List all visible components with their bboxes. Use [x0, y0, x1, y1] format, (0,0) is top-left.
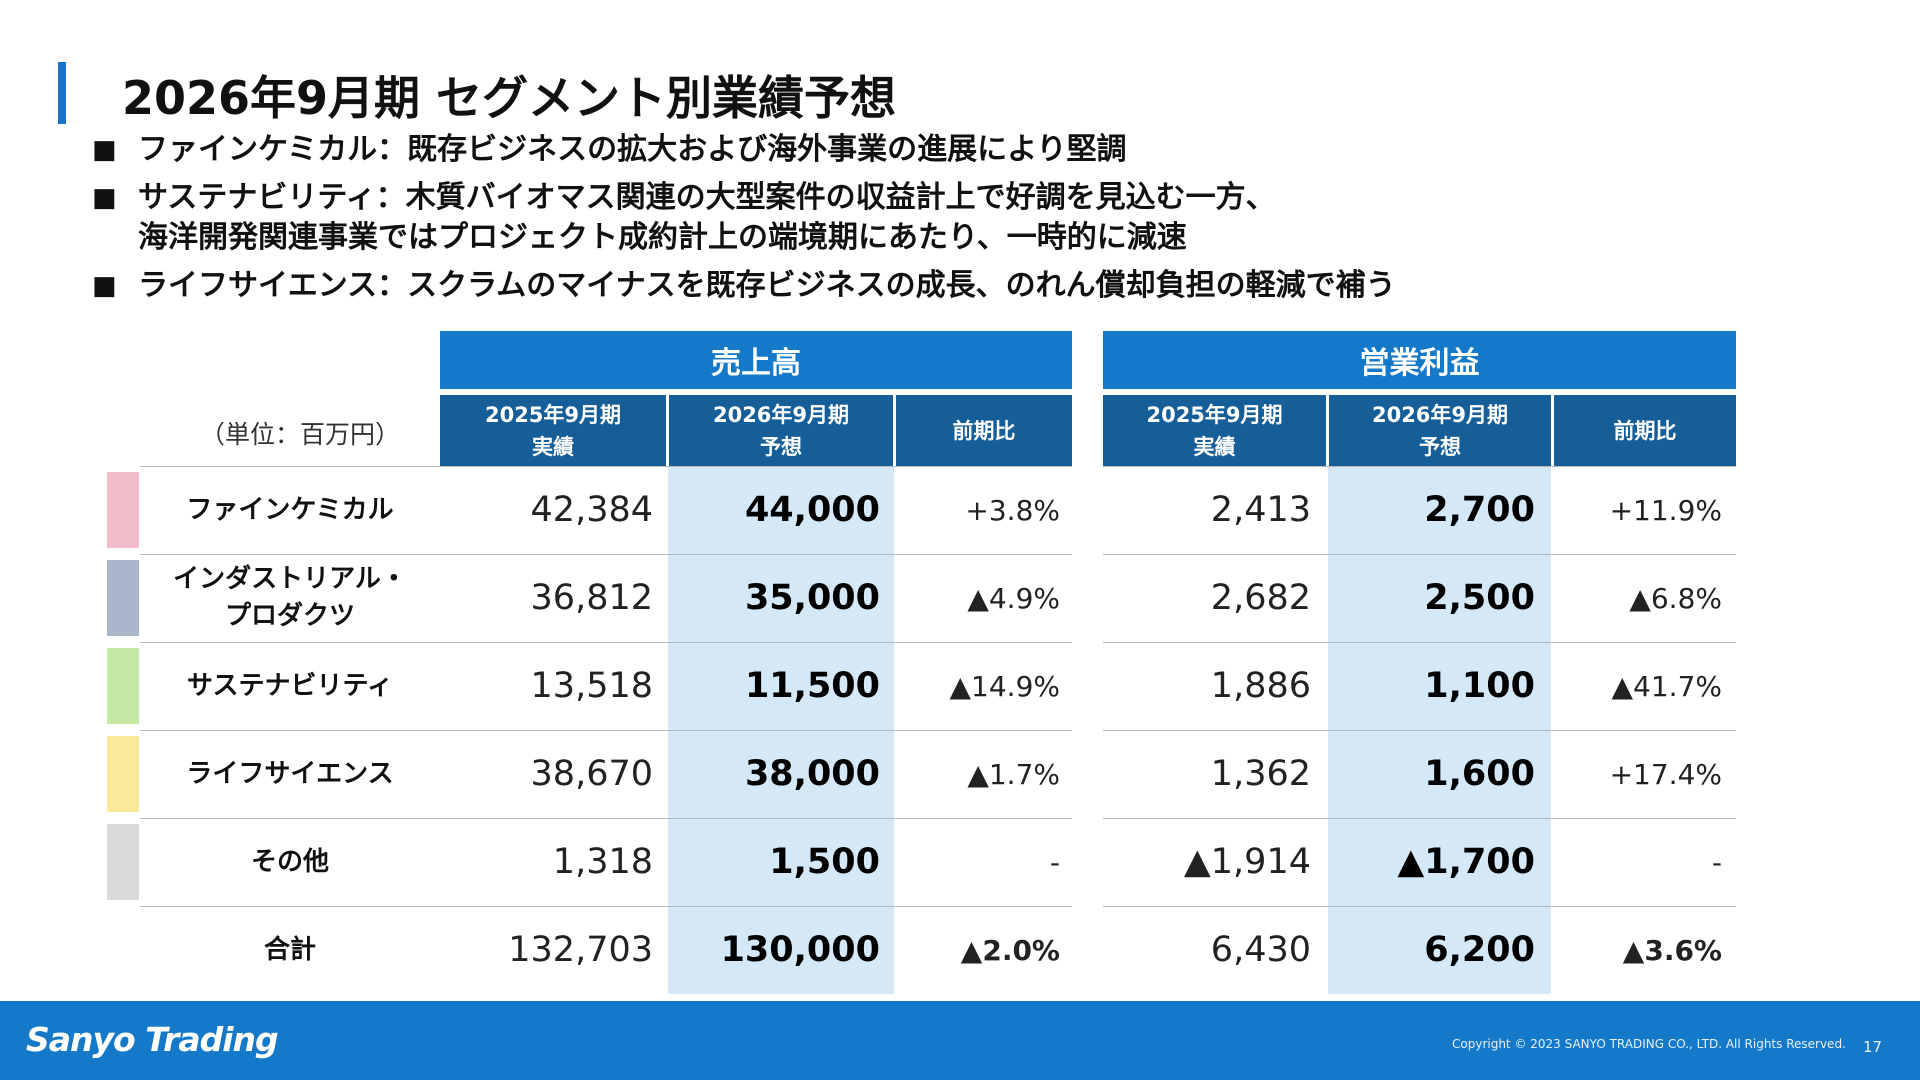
- table-rule: [1103, 730, 1736, 731]
- bullet-item: ■ ファインケミカル：既存ビジネスの拡大および海外事業の進展により堅調: [92, 130, 1872, 170]
- profit-yoy: ▲6.8%: [1629, 581, 1722, 615]
- profit-yoy: +17.4%: [1609, 757, 1722, 791]
- profit-actual: ▲1,914: [1183, 842, 1311, 882]
- bullet-item: ■ ライフサイエンス：スクラムのマイナスを既存ビジネスの成長、のれん償却負担の軽…: [92, 266, 1872, 306]
- profit-forecast: 1,600: [1424, 754, 1535, 794]
- segment-color-swatch: [107, 824, 139, 900]
- profit-actual: 1,362: [1210, 754, 1311, 794]
- subheader-sales-actual: 2025年9月期 実績: [440, 395, 666, 466]
- page-number: 17: [1863, 1038, 1883, 1056]
- segment-label: 合計: [263, 934, 316, 965]
- profit-forecast: ▲1,700: [1397, 842, 1535, 882]
- sales-forecast: 38,000: [744, 754, 880, 794]
- sales-actual: 1,318: [552, 842, 653, 882]
- sales-actual: 13,518: [530, 666, 653, 706]
- profit-yoy: ▲3.6%: [1622, 933, 1722, 967]
- bullet-item: ■ サステナビリティ：木質バイオマス関連の大型案件の収益計上で好調を見込む一方、…: [92, 178, 1872, 258]
- bullet-text: ライフサイエンス：スクラムのマイナスを既存ビジネスの成長、のれん償却負担の軽減で…: [138, 268, 1396, 303]
- table-rule: [140, 642, 1072, 643]
- bullet-text: サステナビリティ：木質バイオマス関連の大型案件の収益計上で好調を見込む一方、 海…: [138, 180, 1276, 255]
- table-rule: [1103, 466, 1736, 467]
- profit-forecast: 2,500: [1424, 578, 1535, 618]
- sales-actual: 42,384: [530, 490, 653, 530]
- profit-forecast: 2,700: [1424, 490, 1535, 530]
- sales-yoy: +3.8%: [965, 493, 1060, 527]
- profit-actual: 1,886: [1210, 666, 1311, 706]
- table-rule: [1103, 554, 1736, 555]
- profit-actual: 2,413: [1210, 490, 1311, 530]
- segment-color-swatch: [107, 736, 139, 812]
- profit-yoy: -: [1711, 845, 1722, 879]
- sales-yoy: ▲4.9%: [967, 581, 1060, 615]
- sales-forecast: 44,000: [744, 490, 880, 530]
- copyright-text: Copyright © 2023 SANYO TRADING CO., LTD.…: [1452, 1037, 1846, 1051]
- table-rule: [140, 730, 1072, 731]
- square-bullet-icon: ■: [92, 271, 117, 301]
- company-logo: Sanyo Trading: [26, 1020, 279, 1059]
- bullet-text: ファインケミカル：既存ビジネスの拡大および海外事業の進展により堅調: [138, 132, 1127, 167]
- profit-forecast: 1,100: [1424, 666, 1535, 706]
- subheader-sales-forecast: 2026年9月期 予想: [669, 395, 893, 466]
- sales-actual: 132,703: [508, 930, 653, 970]
- header-sales: 売上高: [440, 331, 1072, 389]
- segment-label: ライフサイエンス: [186, 758, 394, 789]
- sales-forecast: 1,500: [769, 842, 880, 882]
- square-bullet-icon: ■: [92, 135, 117, 165]
- profit-yoy: ▲41.7%: [1611, 669, 1722, 703]
- table-rule: [140, 554, 1072, 555]
- segment-label: インダストリアル・ プロダクツ: [173, 564, 407, 631]
- subheader-profit-forecast: 2026年9月期 予想: [1329, 395, 1551, 466]
- subheader-profit-actual: 2025年9月期 実績: [1103, 395, 1326, 466]
- profit-yoy: +11.9%: [1609, 493, 1722, 527]
- sales-yoy: -: [1049, 845, 1060, 879]
- page-title: 2026年9月期 セグメント別業績予想: [122, 71, 897, 125]
- subheader-profit-yoy: 前期比: [1554, 395, 1736, 466]
- sales-forecast: 130,000: [720, 930, 880, 970]
- sales-forecast: 11,500: [744, 666, 880, 706]
- sales-yoy: ▲1.7%: [967, 757, 1060, 791]
- segment-label: サステナビリティ: [187, 670, 393, 701]
- sales-yoy: ▲2.0%: [960, 933, 1060, 967]
- profit-actual: 2,682: [1210, 578, 1311, 618]
- unit-label: （単位：百万円）: [200, 420, 401, 449]
- table-rule: [1103, 818, 1736, 819]
- sales-forecast: 35,000: [744, 578, 880, 618]
- segment-color-swatch: [107, 560, 139, 636]
- table-rule: [140, 466, 1072, 467]
- segment-label: その他: [250, 846, 329, 877]
- table-rule: [1103, 642, 1736, 643]
- segment-color-swatch: [107, 648, 139, 724]
- square-bullet-icon: ■: [92, 183, 117, 213]
- header-operating-profit: 営業利益: [1103, 331, 1736, 389]
- segment-color-swatch: [107, 472, 139, 548]
- title-accent-bar: [58, 62, 66, 124]
- segment-label: ファインケミカル: [186, 494, 394, 525]
- table-rule: [140, 818, 1072, 819]
- bullet-list: ■ ファインケミカル：既存ビジネスの拡大および海外事業の進展により堅調 ■ サス…: [92, 130, 1872, 314]
- sales-actual: 36,812: [530, 578, 653, 618]
- sales-yoy: ▲14.9%: [949, 669, 1060, 703]
- footer-bar: [0, 1001, 1920, 1080]
- table-rule: [1103, 906, 1736, 907]
- subheader-sales-yoy: 前期比: [896, 395, 1072, 466]
- profit-forecast: 6,200: [1424, 930, 1535, 970]
- sales-actual: 38,670: [530, 754, 653, 794]
- profit-actual: 6,430: [1210, 930, 1311, 970]
- table-rule: [140, 906, 1072, 907]
